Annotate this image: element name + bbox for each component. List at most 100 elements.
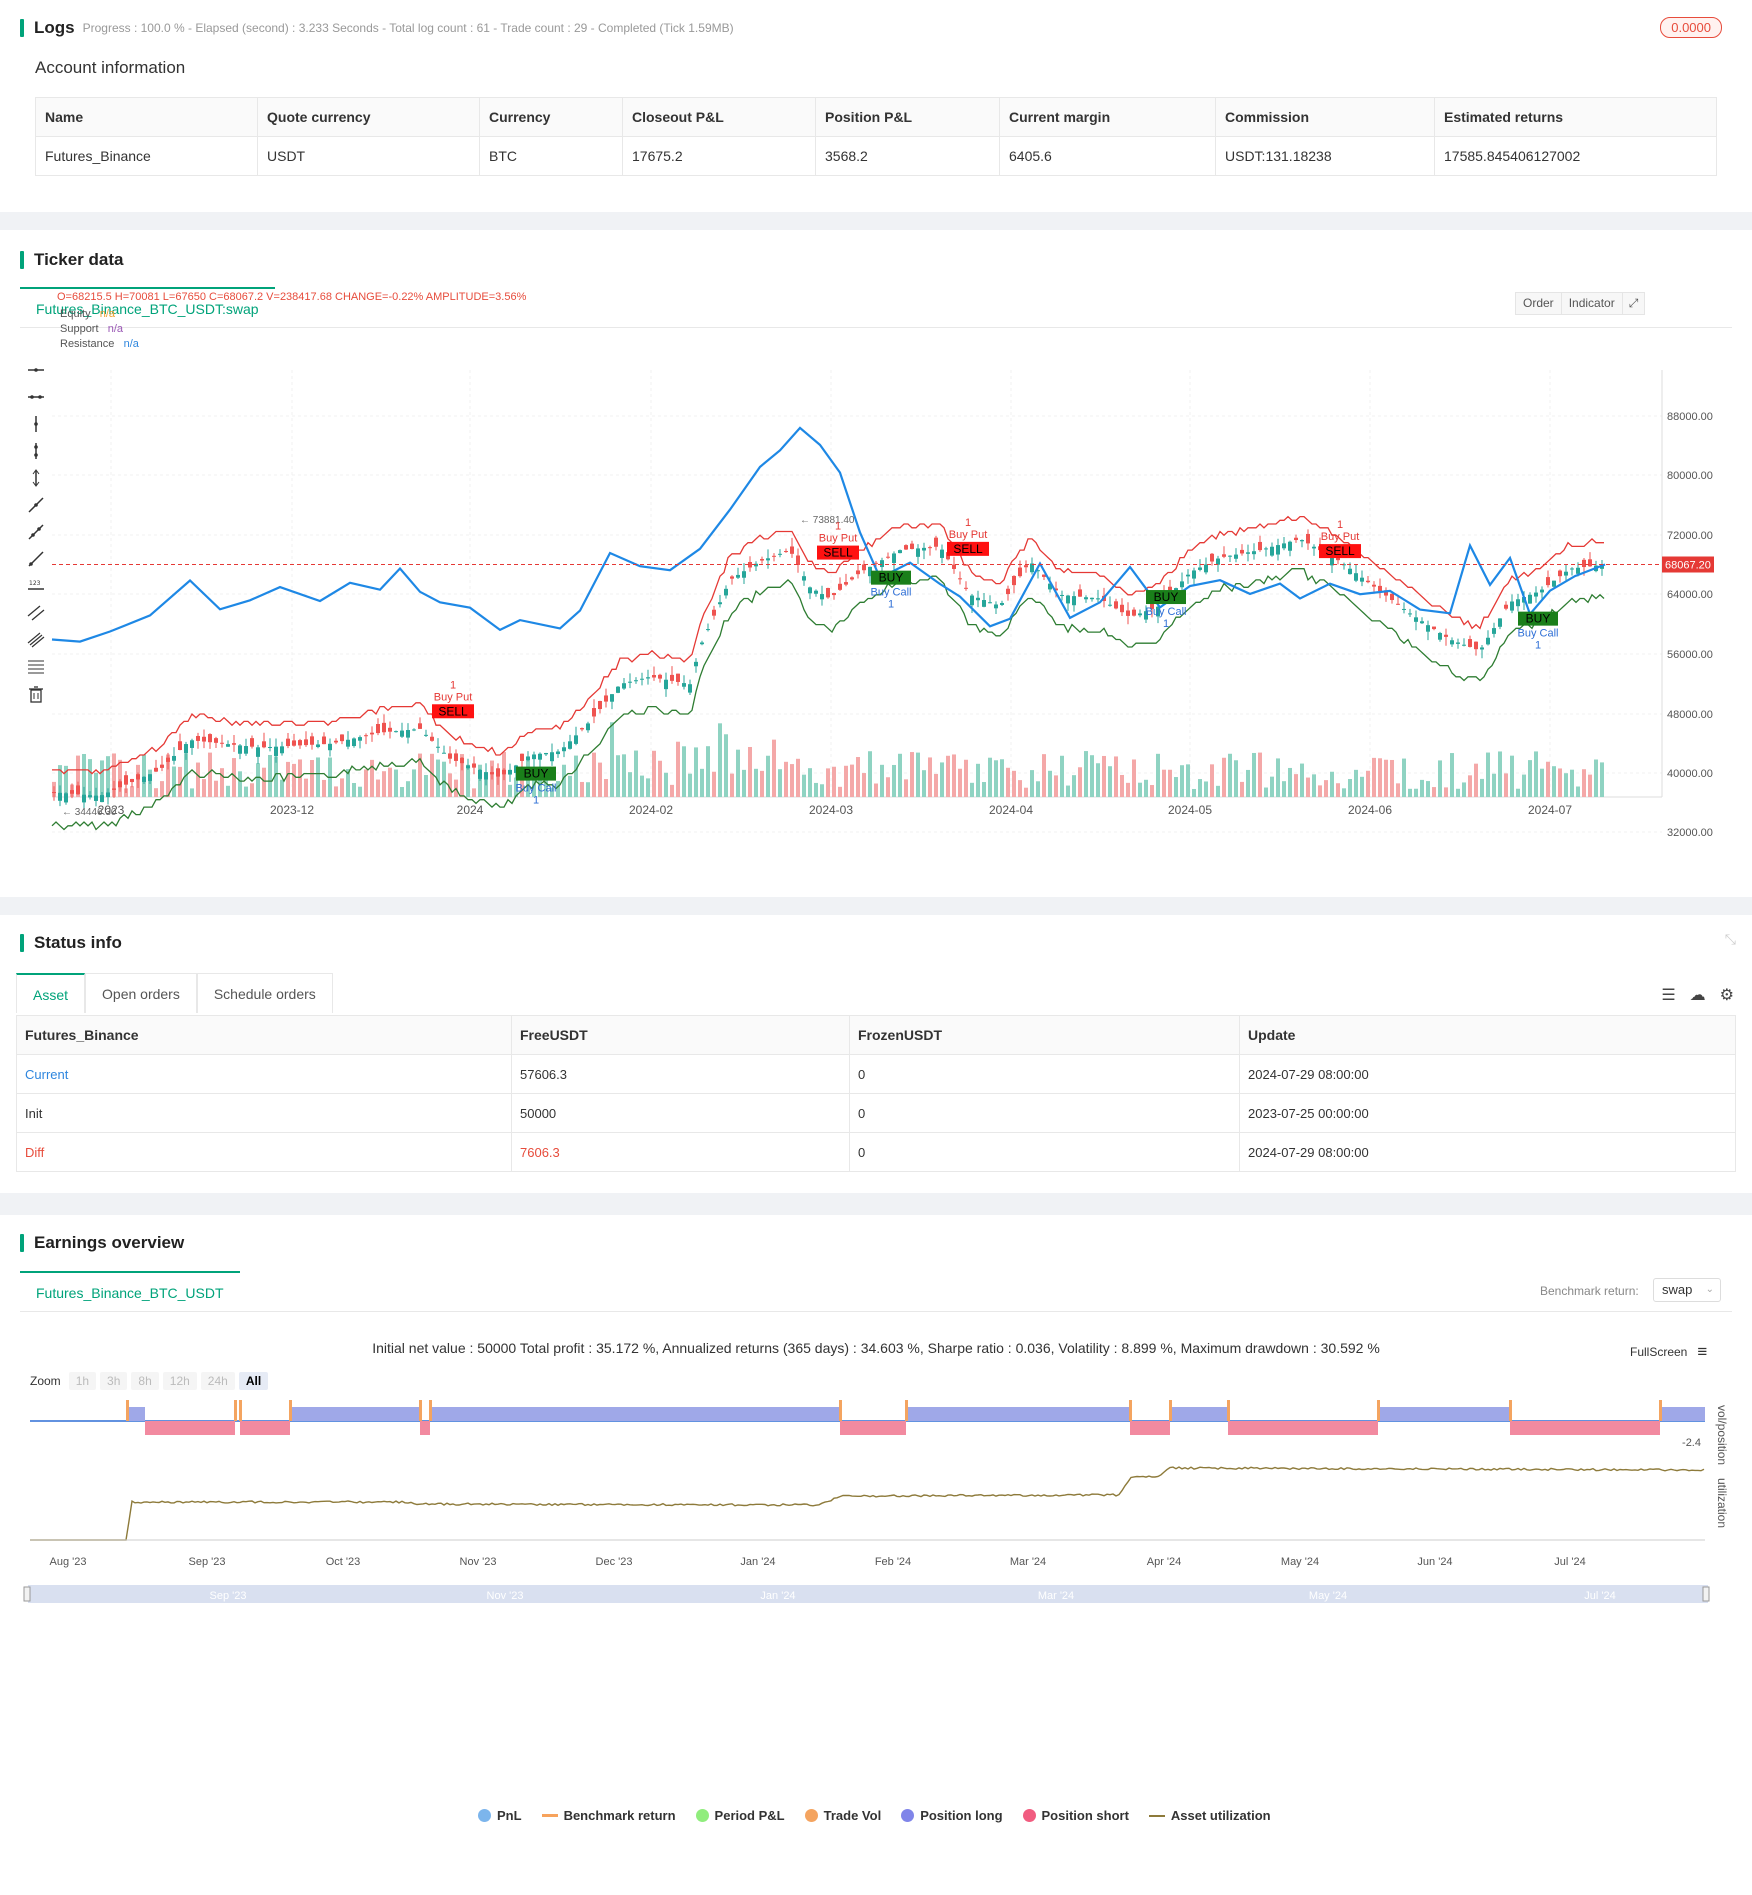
candle-body <box>664 679 668 690</box>
price-tick-label: 72000.00 <box>1667 530 1713 542</box>
fullscreen-button[interactable]: FullScreen ≡ <box>1630 1342 1708 1361</box>
candle-body <box>484 772 488 780</box>
ray-icon[interactable] <box>27 550 45 568</box>
candle-body <box>328 743 332 751</box>
volume-bar <box>1504 773 1508 797</box>
candle-body <box>352 738 356 747</box>
candle-body <box>1582 559 1586 568</box>
horizontal-line-icon[interactable] <box>27 361 45 379</box>
zoom-1h-button[interactable]: 1h <box>68 1372 97 1390</box>
price-label-icon[interactable]: 123 <box>27 577 45 595</box>
legend-period-pnl[interactable]: Period P&L <box>695 1808 785 1823</box>
horizontal-ray-icon[interactable] <box>27 388 45 406</box>
candle-body <box>130 778 134 783</box>
volume-bar <box>1396 783 1400 797</box>
trend-line-icon[interactable] <box>27 496 45 514</box>
tab-earnings-symbol[interactable]: Futures_Binance_BTC_USDT <box>20 1271 240 1311</box>
tab-schedule-orders[interactable]: Schedule orders <box>196 973 333 1013</box>
legend-pnl[interactable]: PnL <box>478 1808 522 1823</box>
collapse-icon[interactable]: ⤡ <box>1724 931 1736 947</box>
candle-body <box>970 595 974 606</box>
volume-bar <box>1360 776 1364 797</box>
candle-body <box>262 741 266 748</box>
candle-body <box>568 741 572 749</box>
trade-vol-marker <box>429 1400 432 1421</box>
candle-body <box>526 756 530 761</box>
volume-bar <box>952 754 956 797</box>
volume-bar <box>280 779 284 797</box>
candle-body <box>460 757 464 764</box>
parallel-channel-icon[interactable] <box>27 604 45 622</box>
volume-bar <box>664 772 668 797</box>
account-row: Futures_Binance USDT BTC 17675.2 3568.2 … <box>35 136 1717 176</box>
menu-icon[interactable]: ☰ <box>1661 987 1676 1004</box>
tab-ticker-symbol[interactable]: Futures_Binance_BTC_USDT:swap <box>20 287 275 327</box>
navigator-label: Sep '23 <box>210 1590 247 1602</box>
volume-bar <box>1192 788 1196 797</box>
volume-bar <box>724 734 728 797</box>
time-tick-label: 2024-02 <box>629 803 673 817</box>
volume-bar <box>202 779 206 797</box>
zoom-3h-button[interactable]: 3h <box>100 1372 128 1390</box>
vertical-line-icon[interactable] <box>27 415 45 433</box>
ticker-card: Ticker data Futures_Binance_BTC_USDT:swa… <box>0 230 1752 897</box>
tab-asset[interactable]: Asset <box>16 973 86 1013</box>
trash-icon[interactable] <box>27 685 45 703</box>
zoom-all-button[interactable]: All <box>238 1372 269 1390</box>
candle-body <box>70 790 74 794</box>
indicator-button[interactable]: Indicator <box>1562 293 1623 314</box>
volume-bar <box>130 786 134 797</box>
legend-trade-vol[interactable]: Trade Vol <box>804 1808 881 1823</box>
gear-icon[interactable]: ⚙ <box>1719 987 1734 1004</box>
position-short-bar <box>145 1421 235 1435</box>
buy-put-label: Buy Put <box>1321 531 1360 543</box>
candle-body <box>1408 613 1412 615</box>
candle-body <box>106 792 110 798</box>
position-long-bar <box>127 1407 145 1421</box>
legend-benchmark[interactable]: Benchmark return <box>541 1808 676 1823</box>
price-tick-label: 80000.00 <box>1667 470 1713 482</box>
candle-body <box>850 577 854 580</box>
earnings-chart[interactable]: 35k30k25k20k15k10k5k0-5k-10kPnL-5kPeriod… <box>0 1400 1752 1865</box>
status-header-row: Futures_Binance FreeUSDT FrozenUSDT Upda… <box>16 1015 1736 1055</box>
candle-body <box>1546 577 1550 586</box>
candle-body <box>622 683 626 689</box>
expand-icon[interactable]: ⤢ <box>1628 296 1639 310</box>
candle-body <box>574 735 578 744</box>
table-row: Current 57606.3 0 2024-07-29 08:00:00 <box>16 1054 1736 1094</box>
volume-bar <box>436 759 440 797</box>
fib-retracement-icon[interactable] <box>27 658 45 676</box>
candle-body <box>1150 600 1154 609</box>
volume-bar <box>604 779 608 797</box>
candle-body <box>886 556 890 558</box>
legend-asset-utilization[interactable]: Asset utilization <box>1148 1808 1271 1823</box>
legend-position-long[interactable]: Position long <box>901 1808 1003 1823</box>
volume-bar <box>1486 752 1490 797</box>
candle-body <box>712 609 716 616</box>
zoom-24h-button[interactable]: 24h <box>200 1372 235 1390</box>
volume-bar <box>1138 782 1142 797</box>
buy-label: BUY <box>1154 590 1179 604</box>
candle-body <box>418 723 422 729</box>
candle-body <box>52 792 56 794</box>
tab-open-orders[interactable]: Open orders <box>85 973 197 1013</box>
cloud-download-icon[interactable]: ☁ <box>1689 987 1706 1004</box>
order-button[interactable]: Order <box>1516 293 1562 314</box>
volume-bar <box>778 769 782 797</box>
trend-segment-icon[interactable] <box>27 523 45 541</box>
pitchfork-icon[interactable] <box>27 631 45 649</box>
zoom-12h-button[interactable]: 12h <box>162 1372 197 1390</box>
zoom-8h-button[interactable]: 8h <box>131 1372 159 1390</box>
candlestick-chart[interactable]: 88000.00 80000.00 72000.00 64000.00 56000.00… <box>0 370 1752 850</box>
volume-bar <box>238 771 242 797</box>
benchmark-select[interactable]: swap ⌄ <box>1653 1278 1721 1302</box>
volume-bar <box>754 768 758 797</box>
legend-position-short[interactable]: Position short <box>1022 1808 1129 1823</box>
candle-body <box>382 722 386 733</box>
vertical-segment-icon[interactable] <box>27 442 45 460</box>
volume-bar <box>868 751 872 797</box>
legend-equity: Equity n/a <box>60 308 116 320</box>
hamburger-icon[interactable]: ≡ <box>1697 1342 1708 1361</box>
vertical-arrow-icon[interactable] <box>27 469 45 487</box>
volume-bar <box>1546 761 1550 797</box>
